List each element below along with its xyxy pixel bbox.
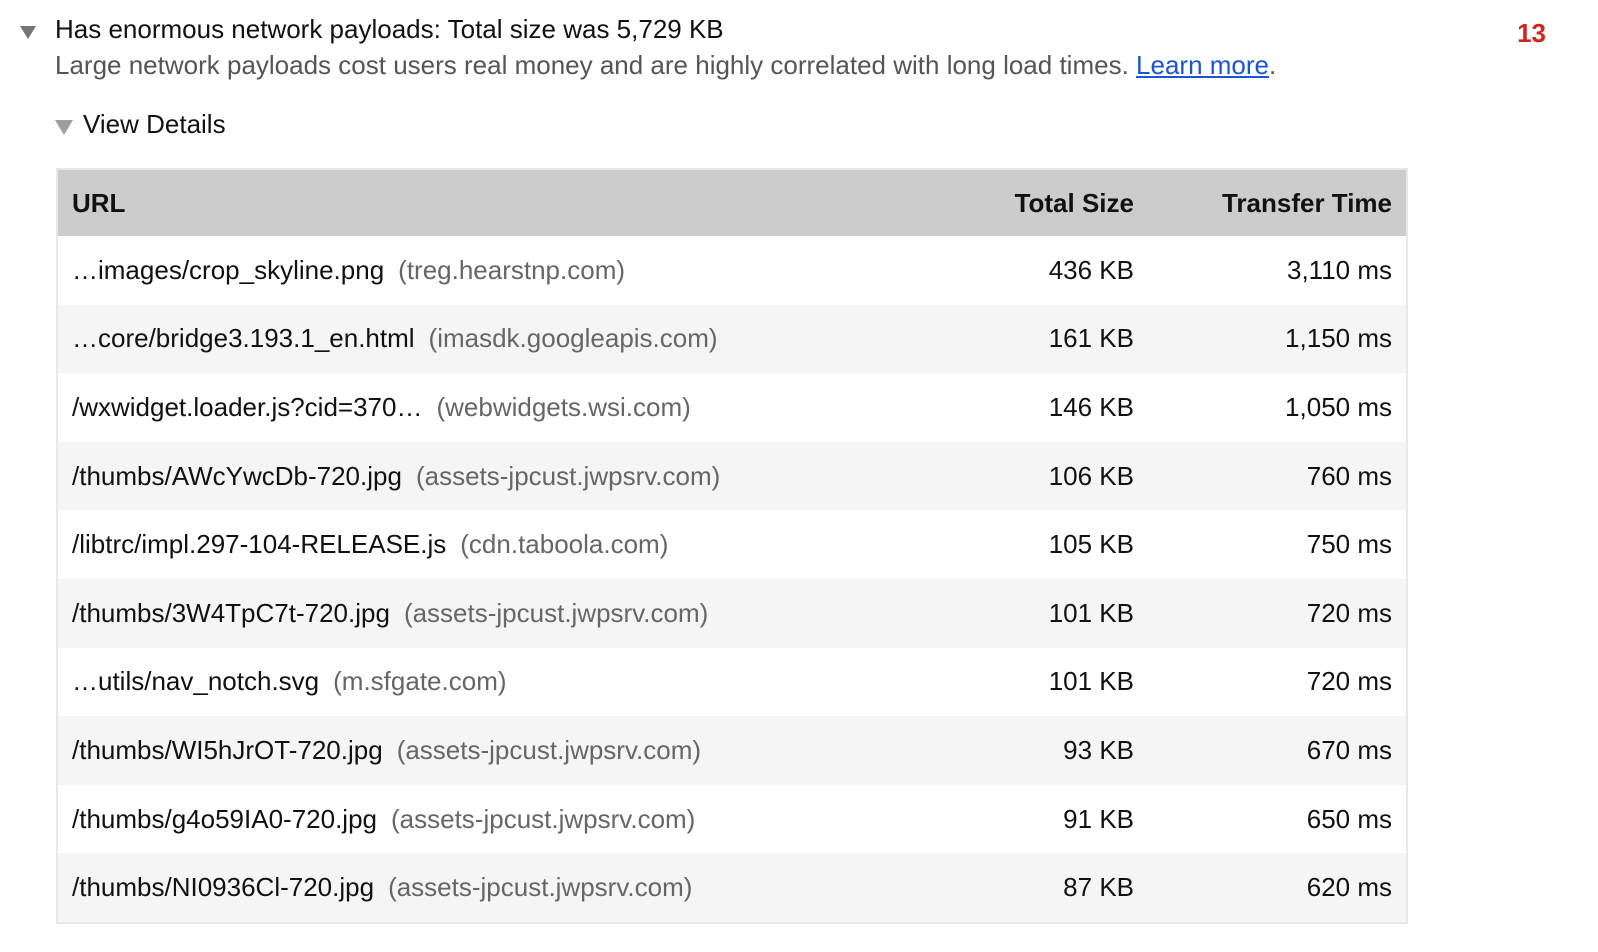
transfer-time-cell: 650 ms: [1306, 803, 1392, 834]
url-host: (assets-jpcust.jwpsrv.com): [396, 734, 702, 765]
url-host: (webwidgets.wsi.com): [436, 391, 691, 422]
url-path: /thumbs/3W4TpC7t-720.jpg: [72, 597, 390, 628]
payload-table: URL Total Size Transfer Time …images/cro…: [56, 168, 1408, 924]
view-details-toggle[interactable]: View Details: [83, 109, 226, 139]
transfer-time-cell: 720 ms: [1148, 578, 1407, 648]
url-host: (assets-jpcust.jwpsrv.com): [388, 872, 693, 903]
table-row: /thumbs/NI0936Cl-720.jpg (assets-jpcust.j…: [57, 853, 1407, 923]
transfer-time-cell: 620 ms: [1148, 853, 1407, 923]
url-path: /thumbs/WI5hJrOT-720.jpg: [72, 734, 383, 765]
total-size-cell: 101 KB: [900, 578, 1148, 648]
url-cell: …core/bridge3.193.1_en.html (imasdk.googl…: [57, 304, 900, 374]
total-size-cell: 105 KB: [1048, 529, 1134, 560]
table-row: …utils/nav_notch.svg (m.sfgate.com) 101 K…: [57, 648, 1407, 717]
url-host: (assets-jpcust.jwpsrv.com): [415, 460, 721, 491]
url-host: (imasdk.googleapis.com): [428, 323, 718, 354]
period: .: [1269, 50, 1277, 80]
url-host: (treg.hearstnp.com): [398, 254, 626, 285]
url-path: /wxwidget.loader.js?cid=370…: [72, 391, 423, 422]
table-row: /thumbs/AWcYwcDb-720.jpg (assets-jpcust.j…: [57, 441, 1407, 511]
url-path: …core/bridge3.193.1_en.html: [72, 323, 415, 354]
url-cell: /thumbs/AWcYwcDb-720.jpg (assets-jpcust.j…: [57, 441, 900, 511]
audit-score: 13: [1517, 18, 1546, 48]
url-host: (m.sfgate.com): [333, 666, 507, 697]
transfer-time-cell: 750 ms: [1306, 529, 1392, 560]
url-path: /thumbs/NI0936Cl-720.jpg: [72, 872, 375, 903]
header-total-size: Total Size: [900, 169, 1148, 236]
total-size-cell: 93 KB: [900, 716, 1148, 785]
transfer-time-cell: 720 ms: [1306, 666, 1392, 697]
transfer-time-cell: 760 ms: [1148, 441, 1407, 511]
total-size-cell: 106 KB: [900, 441, 1148, 511]
total-size-cell: 436 KB: [1048, 254, 1134, 285]
url-cell: /wxwidget.loader.js?cid=370… (webwidgets.…: [57, 373, 900, 442]
url-host: (assets-jpcust.jwpsrv.com): [403, 597, 709, 628]
total-size-cell: 87 KB: [900, 853, 1148, 923]
transfer-time-cell: 3,110 ms: [1286, 254, 1392, 285]
url-cell: …utils/nav_notch.svg (m.sfgate.com): [57, 648, 900, 717]
url-cell: …images/crop_skyline.png (treg.hearstnp.c…: [57, 236, 900, 305]
total-size-cell: 91 KB: [1063, 803, 1134, 834]
learn-more-link[interactable]: Learn more: [1136, 50, 1269, 80]
table-row: …images/crop_skyline.png (treg.hearstnp.c…: [57, 236, 1407, 305]
url-path: …images/crop_skyline.png: [72, 254, 385, 285]
url-cell: /thumbs/3W4TpC7t-720.jpg (assets-jpcust.j…: [57, 578, 900, 648]
collapse-audit-icon[interactable]: [20, 26, 36, 39]
total-size-cell: 146 KB: [1048, 391, 1134, 422]
transfer-time-cell: 1,150 ms: [1148, 304, 1407, 374]
view-details-toggle-icon[interactable]: [55, 120, 73, 135]
audit-description: Large network payloads cost users real m…: [55, 50, 1276, 81]
transfer-time-cell: 1,050 ms: [1285, 391, 1392, 422]
description-text: Large network payloads cost users real m…: [55, 50, 1129, 80]
url-host: (assets-jpcust.jwpsrv.com): [391, 803, 696, 834]
url-cell: /libtrc/impl.297-104-RELEASE.js (cdn.tabo…: [57, 510, 900, 579]
table-row: …core/bridge3.193.1_en.html (imasdk.googl…: [57, 304, 1407, 374]
url-cell: /thumbs/g4o59IA0-720.jpg (assets-jpcust.j…: [57, 785, 900, 854]
header-transfer-time: Transfer Time: [1148, 169, 1407, 236]
url-path: /thumbs/g4o59IA0-720.jpg: [72, 803, 377, 834]
url-path: /libtrc/impl.297-104-RELEASE.js: [72, 529, 447, 560]
transfer-time-cell: 670 ms: [1148, 716, 1407, 785]
url-cell: /thumbs/WI5hJrOT-720.jpg (assets-jpcust.j…: [57, 716, 900, 785]
url-host: (cdn.taboola.com): [460, 529, 669, 560]
table-row: /libtrc/impl.297-104-RELEASE.js (cdn.tabo…: [57, 510, 1407, 579]
table-row: /thumbs/WI5hJrOT-720.jpg (assets-jpcust.j…: [57, 716, 1407, 785]
table-header: URL Total Size Transfer Time: [57, 169, 1407, 236]
table-row: /wxwidget.loader.js?cid=370… (webwidgets.…: [57, 373, 1407, 442]
url-path: /thumbs/AWcYwcDb-720.jpg: [72, 460, 402, 491]
audit-title[interactable]: Has enormous network payloads: Total siz…: [55, 14, 724, 44]
total-size-cell: 101 KB: [1048, 666, 1134, 697]
url-cell: /thumbs/NI0936Cl-720.jpg (assets-jpcust.j…: [57, 853, 900, 923]
header-url: URL: [57, 169, 900, 236]
total-size-cell: 161 KB: [900, 304, 1148, 374]
table-row: /thumbs/3W4TpC7t-720.jpg (assets-jpcust.j…: [57, 578, 1407, 648]
table-row: /thumbs/g4o59IA0-720.jpg (assets-jpcust.j…: [57, 785, 1407, 854]
url-path: …utils/nav_notch.svg: [72, 666, 320, 697]
